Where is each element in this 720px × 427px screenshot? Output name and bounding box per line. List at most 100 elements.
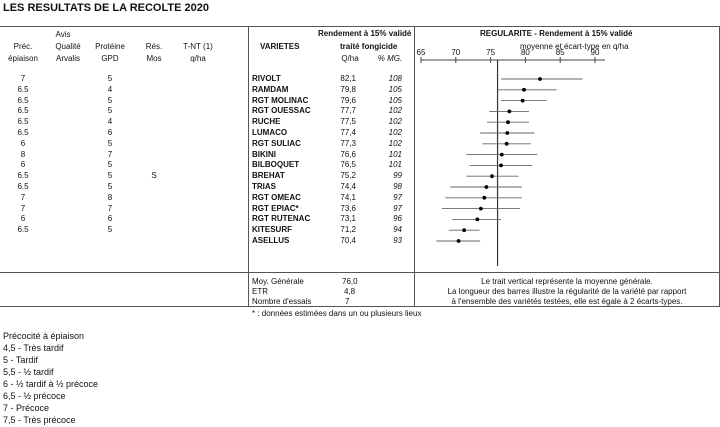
header-rendement: Rendement à 15% validé (318, 29, 412, 38)
cell-proteine: 5 (107, 138, 113, 148)
variety-yield: 71,2 (340, 225, 356, 235)
header-gpd: GPD (101, 54, 119, 63)
chart-point (482, 195, 487, 200)
variety-name: RAMDAM (252, 84, 289, 94)
chart-point (507, 109, 512, 114)
header-qha-left: q/ha (190, 54, 206, 63)
chart-tick-label: 75 (486, 48, 496, 57)
variety-pct: 102 (388, 138, 402, 148)
cell-precocite: 6.5 (17, 171, 29, 181)
variety-pct: 102 (388, 128, 402, 137)
chart-point (499, 152, 504, 157)
col-divider-left (248, 26, 249, 306)
table-mid-border (0, 272, 720, 273)
chart-tick-label: 70 (451, 48, 461, 57)
chart-tick-label: 80 (520, 48, 530, 57)
chart-point (499, 163, 503, 168)
cell-proteine: 7 (107, 149, 113, 159)
variety-yield: 70,4 (340, 236, 356, 245)
variety-name: BREHAT (252, 171, 285, 181)
cell-proteine: 8 (107, 192, 113, 202)
header-pct-mg: % MG. (377, 54, 403, 63)
header-res: Rés. (145, 42, 163, 51)
table-row: 6.5 6 (0, 128, 248, 138)
variety-pct: 98 (393, 182, 402, 191)
variety-yield: 77,4 (340, 128, 356, 137)
variety-yield: 73,1 (340, 214, 356, 224)
stat-etr-value: 4,8 (344, 287, 356, 296)
cell-proteine: 5 (107, 182, 113, 191)
cell-precocite: 6 (20, 138, 26, 148)
variety-pct: 105 (388, 84, 402, 94)
cell-precocite: 6 (20, 214, 26, 224)
variety-name: RGT MOLINAC (252, 95, 309, 105)
header-proteine: Protéine (95, 42, 125, 51)
footnote: * : données estimées dans un ou plusieur… (252, 309, 422, 318)
variety-yield: 79,8 (340, 84, 356, 94)
legend-item: 5,5 - ½ tardif (3, 367, 54, 377)
table-row (0, 236, 248, 246)
chart-point (538, 77, 542, 81)
cell-precocite: 6 (20, 160, 26, 170)
table-row: 6.5 4 (0, 85, 248, 95)
cell-precocite: 7 (20, 74, 26, 83)
stat-moy-value: 76,0 (342, 277, 358, 286)
chart-tick-label: 85 (555, 48, 565, 57)
variety-pct: 94 (393, 225, 402, 235)
variety-name: RIVOLT (252, 74, 281, 83)
variety-pct: 101 (388, 149, 402, 159)
cell-proteine: 5 (107, 171, 113, 181)
chart-point (462, 228, 467, 233)
stat-note-3: à l'ensemble des variétés testées, elle … (451, 297, 683, 306)
legend-item: 6 - ½ tardif à ½ précoce (3, 379, 99, 389)
legend-item: 7 - Précoce (3, 403, 50, 413)
variety-name: RUCHE (252, 117, 281, 127)
header-traite: traité fongicide (340, 42, 398, 51)
chart-point (522, 87, 526, 92)
chart-tick-label: 65 (416, 48, 426, 57)
variety-yield: 73,6 (340, 203, 356, 213)
chart-subtitle: moyenne et écart-type en q/ha (520, 42, 629, 51)
legend-item: 5 - Tardif (3, 355, 38, 365)
cell-precocite: 6.5 (17, 117, 29, 127)
cell-proteine: 6 (107, 214, 113, 224)
legend-item: 6,5 - ½ précoce (3, 391, 66, 401)
cell-precocite: 6.5 (17, 106, 29, 116)
variety-yield: 74,1 (340, 192, 356, 202)
table-top-border (0, 26, 720, 27)
header-mos: Mos (146, 54, 162, 63)
table-row: 6.5 5 (0, 106, 248, 116)
variety-name: BIKINI (252, 149, 276, 159)
cell-proteine: 6 (107, 128, 113, 137)
stat-essais-label: Nombre d'essais (252, 297, 312, 306)
cell-precocite: 7 (20, 192, 26, 202)
variety-name: BILBOQUET (252, 160, 300, 170)
variety-yield: 75,2 (340, 171, 356, 181)
table-row: 6.5 5 (0, 225, 248, 235)
variety-name: RGT OMEAC (252, 192, 301, 202)
variety-name: RGT RUTENAC (252, 214, 311, 224)
chart-point (490, 174, 494, 179)
stat-moy-label: Moy. Générale (252, 277, 304, 286)
header-tnt: T-NT (1) (183, 42, 213, 51)
chart-point (506, 120, 510, 125)
variety-yield: 77,3 (340, 138, 356, 148)
table-row: 6.5 5 (0, 182, 248, 192)
variety-yield: 76,5 (340, 160, 356, 170)
variety-pct: 105 (388, 95, 402, 105)
cell-proteine: 5 (107, 106, 113, 116)
regularity-chart (420, 57, 605, 266)
variety-pct: 101 (388, 160, 402, 170)
cell-precocite: 6.5 (17, 95, 29, 105)
variety-name: RGT EPIAC* (252, 203, 299, 213)
table-row: 6.5 5 S (0, 171, 248, 181)
variety-pct: 96 (393, 214, 402, 224)
table-bottom-border (0, 306, 720, 307)
cell-resistance: S (151, 171, 157, 181)
header-prec: Préc. (13, 42, 33, 51)
